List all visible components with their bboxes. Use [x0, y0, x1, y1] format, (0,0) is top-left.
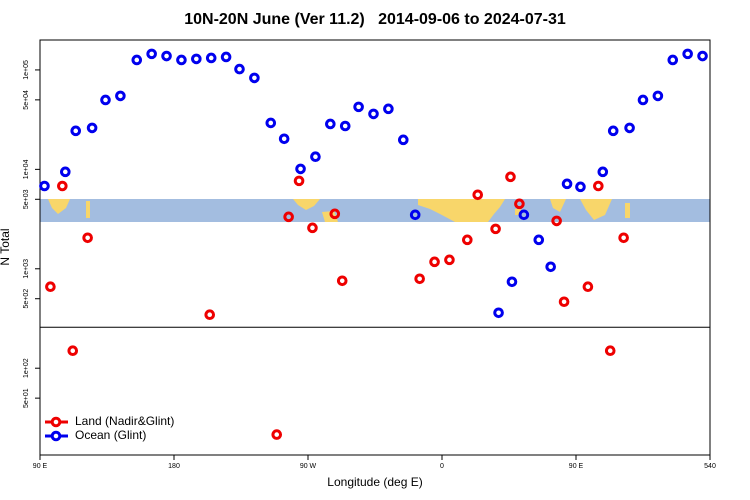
point [462, 234, 473, 246]
point [271, 429, 283, 440]
point [607, 125, 619, 137]
point [100, 94, 111, 106]
point [618, 232, 629, 244]
point [205, 52, 217, 64]
point [397, 134, 409, 146]
point [637, 94, 649, 106]
point [429, 256, 440, 268]
legend-label: Ocean (Glint) [75, 428, 146, 442]
point [45, 281, 56, 293]
point [472, 189, 484, 201]
point [176, 54, 187, 66]
point [161, 50, 172, 62]
x-tick-label: 90 E [33, 463, 48, 470]
point [624, 122, 635, 134]
point [682, 48, 693, 60]
y-tick-label: 5e+01 [23, 388, 30, 408]
point [57, 180, 68, 192]
point [325, 118, 336, 130]
point [336, 275, 348, 287]
chart-title: 10N-20N June (Ver 11.2) 2014-09-06 to 20… [184, 11, 566, 28]
point [604, 345, 616, 357]
point [39, 180, 50, 192]
point [505, 171, 516, 183]
point [86, 122, 98, 134]
point [383, 103, 394, 115]
point [409, 209, 421, 221]
legend-marker [50, 416, 62, 428]
y-tick-label: 1e+02 [23, 358, 30, 378]
point [265, 117, 277, 129]
point [295, 163, 306, 175]
point [146, 48, 157, 60]
point [368, 108, 379, 120]
point [551, 215, 562, 227]
point [310, 151, 321, 163]
point [234, 63, 245, 75]
x-tick-label: 180 [168, 463, 180, 470]
point [518, 209, 530, 221]
point [575, 181, 586, 193]
point [329, 208, 341, 220]
point [558, 296, 570, 308]
point [70, 125, 82, 137]
point [60, 166, 71, 178]
y-axis-label: N Total [0, 228, 12, 265]
y-tick-label: 5e+04 [23, 90, 30, 110]
point [220, 51, 232, 63]
point [493, 307, 504, 319]
point [353, 101, 364, 113]
y-tick-label: 1e+05 [23, 60, 30, 80]
point [283, 211, 294, 223]
point [293, 175, 305, 187]
point [593, 180, 604, 192]
x-tick-label: 0 [440, 463, 444, 470]
map-strip [40, 199, 710, 222]
y-tick-label: 5e+02 [23, 289, 30, 309]
point [506, 276, 518, 288]
point [533, 234, 545, 246]
point [697, 50, 708, 62]
y-tick-label: 5e+03 [23, 189, 30, 209]
point [339, 120, 351, 132]
x-axis-label: Longitude (deg E) [327, 475, 422, 489]
point [414, 273, 425, 285]
point [307, 222, 318, 234]
point [514, 198, 525, 210]
point [582, 281, 594, 293]
x-tick-label: 90 W [300, 463, 317, 470]
y-tick-label: 1e+04 [23, 159, 30, 179]
point [191, 53, 202, 65]
x-tick-label: 540 [704, 463, 716, 470]
y-tick-label: 1e+03 [23, 259, 30, 279]
plot-frame [39, 39, 711, 456]
point [652, 90, 664, 102]
point [545, 261, 556, 273]
point [278, 133, 290, 145]
point [115, 90, 126, 102]
point [82, 232, 93, 244]
point [67, 345, 79, 357]
point [444, 254, 455, 266]
point [667, 54, 679, 66]
point [249, 72, 260, 84]
point [561, 178, 573, 190]
x-tick-label: 90 E [569, 463, 584, 470]
point [204, 309, 216, 321]
legend-marker [50, 430, 62, 442]
point [597, 166, 609, 178]
point [131, 54, 143, 66]
legend-label: Land (Nadir&Glint) [75, 414, 174, 428]
point [490, 223, 501, 235]
